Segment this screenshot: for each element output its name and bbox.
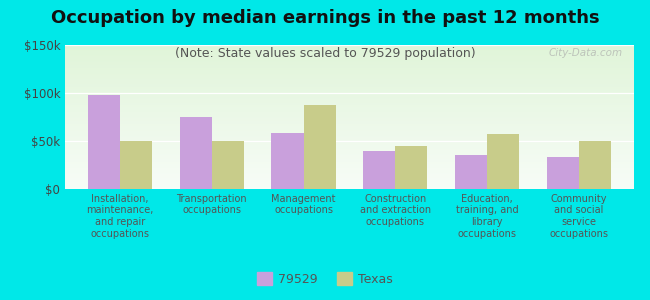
Legend: 79529, Texas: 79529, Texas: [252, 267, 398, 291]
Bar: [455, 155, 487, 189]
Bar: [487, 134, 519, 189]
Text: Occupation by median earnings in the past 12 months: Occupation by median earnings in the pas…: [51, 9, 599, 27]
Bar: [578, 141, 611, 189]
Text: City-Data.com: City-Data.com: [548, 48, 623, 58]
Bar: [272, 133, 304, 189]
Bar: [547, 157, 578, 189]
Bar: [212, 141, 244, 189]
Bar: [88, 95, 120, 189]
Bar: [363, 151, 395, 189]
Bar: [179, 117, 212, 189]
Bar: [395, 146, 427, 189]
Text: (Note: State values scaled to 79529 population): (Note: State values scaled to 79529 popu…: [175, 46, 475, 59]
Bar: [120, 141, 152, 189]
Bar: [304, 104, 335, 189]
